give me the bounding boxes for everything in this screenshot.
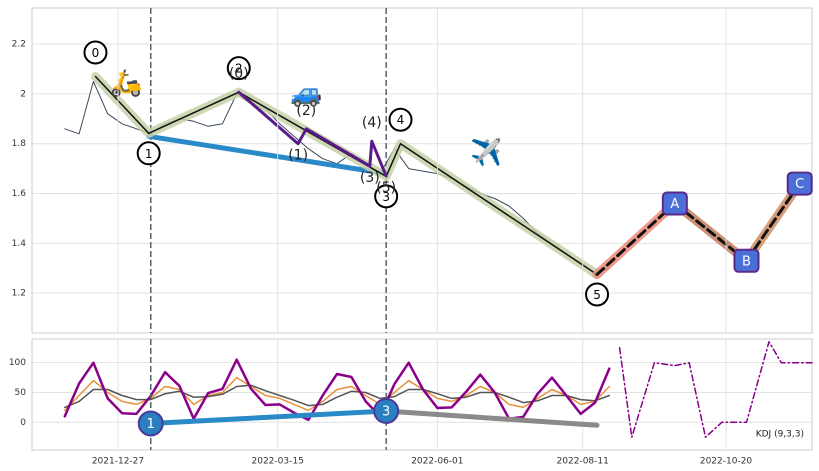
wave-label-box <box>786 171 813 196</box>
wave-line <box>595 202 677 276</box>
wave-label: C <box>795 177 804 192</box>
y-tick-label: 2 <box>20 89 26 99</box>
y-tick-label: 1.6 <box>12 189 27 199</box>
wave-label-circle <box>83 40 108 65</box>
icon: 🛵 <box>110 68 142 98</box>
subwave-label: (1) <box>288 148 308 164</box>
wave-line <box>237 90 388 178</box>
wave-label-disc <box>137 410 164 437</box>
y-tick-label: 1.2 <box>12 289 26 299</box>
series-line <box>64 376 611 412</box>
y-tick-label: 1.4 <box>12 239 27 249</box>
subwave-label: (0) <box>229 66 249 82</box>
panel-title: KDJ (9,3,3) <box>756 430 804 440</box>
wave-label: 1 <box>145 147 153 161</box>
y-tick-label: 2.2 <box>12 40 26 50</box>
x-tick-label: 2021-12-27 <box>92 457 144 467</box>
wave-label: 4 <box>397 113 405 127</box>
series-line <box>64 384 611 409</box>
wave-label: 0 <box>92 46 100 60</box>
subwave-label: (2) <box>296 103 316 119</box>
wave-label: 1 <box>147 417 155 432</box>
wave-line <box>94 75 598 276</box>
wave-label: 3 <box>382 190 390 204</box>
x-tick-label: 2022-06-01 <box>411 457 463 467</box>
wave-label-box <box>661 191 688 216</box>
wave-line <box>148 408 389 426</box>
wave-label-box <box>733 248 760 273</box>
wave-label: B <box>742 254 751 269</box>
wave-label-circle <box>585 282 610 307</box>
projection-line <box>618 341 813 438</box>
icon: 🚙 <box>290 78 322 108</box>
wave-label-disc <box>373 397 400 424</box>
wave-line <box>745 182 802 263</box>
wave-label: 2 <box>235 62 243 76</box>
wave-line <box>383 408 600 428</box>
subwave-label: (4) <box>362 115 382 131</box>
subwave-label: (5) <box>376 180 396 196</box>
y-tick-label: 0 <box>20 418 26 428</box>
wave-label-circle <box>226 56 251 81</box>
x-tick-label: 2022-03-15 <box>252 457 304 467</box>
wave-line <box>146 133 389 177</box>
wave-label: A <box>670 197 679 212</box>
icon: ✈️ <box>470 136 502 168</box>
wave-label: 3 <box>382 404 390 419</box>
wave-label: 5 <box>593 288 601 302</box>
x-tick-label: 2022-08-11 <box>557 457 609 467</box>
y-tick-label: 100 <box>9 358 26 368</box>
x-tick-label: 2022-10-20 <box>700 457 753 467</box>
wave-label-circle <box>374 184 399 209</box>
wave-label-circle <box>136 141 161 166</box>
y-tick-label: 1.8 <box>12 139 27 149</box>
y-tick-label: 50 <box>15 388 27 398</box>
subwave-label: (3) <box>360 170 380 186</box>
wave-label-circle <box>388 107 413 132</box>
